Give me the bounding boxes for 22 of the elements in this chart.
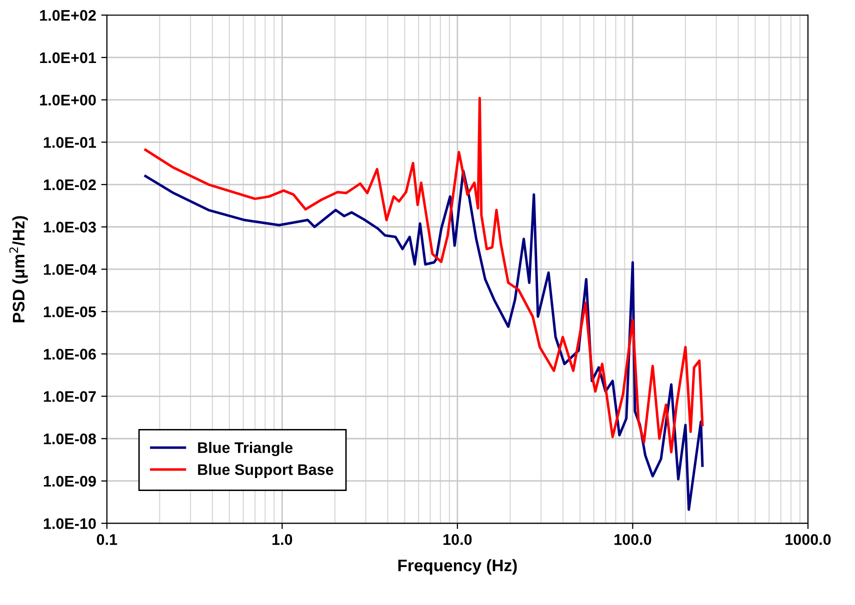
y-tick-label: 1.0E+00 [40, 94, 96, 106]
y-tick-label: 1.0E-08 [44, 433, 96, 444]
y-tick-label: 1.0E+02 [40, 10, 96, 21]
y-axis-title: PSD (μm$^{2}$/Hz) [9, 216, 28, 322]
legend-label: Blue Triangle [198, 442, 293, 456]
x-tick-label: 100.0 [614, 534, 652, 545]
x-axis-title: Frequency (Hz) [398, 559, 517, 575]
x-tick-label: 1.0 [272, 534, 292, 545]
x-tick-label: 1000.0 [786, 534, 831, 545]
y-tick-label: 1.0E+01 [40, 52, 96, 64]
y-tick-label: 1.0E-02 [44, 179, 96, 190]
y-tick-label: 1.0E-03 [44, 222, 96, 233]
x-tick-label: 10.0 [444, 534, 472, 545]
y-tick-label: 1.0E-04 [44, 264, 96, 275]
y-tick-label: 1.0E-10 [44, 518, 96, 530]
y-tick-label: 1.0E-09 [44, 476, 96, 487]
y-tick-label: 1.0E-07 [44, 391, 96, 402]
y-tick-label: 1.0E-06 [44, 348, 96, 360]
legend-label: Blue Support Base [198, 464, 334, 478]
y-tick-label: 1.0E-01 [44, 137, 96, 148]
x-tick-label: 0.1 [96, 534, 118, 545]
y-tick-label: 1.0E-05 [44, 306, 96, 318]
